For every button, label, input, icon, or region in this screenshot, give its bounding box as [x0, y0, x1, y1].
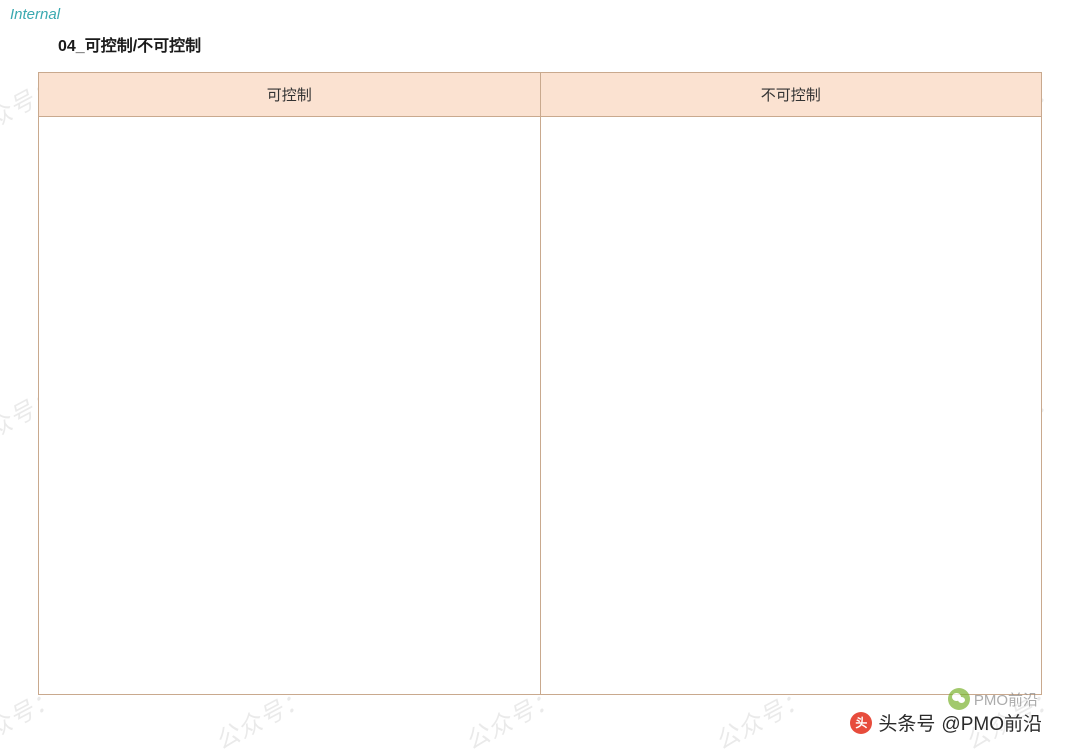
cell-controllable	[39, 117, 541, 695]
internal-label: Internal	[10, 6, 60, 23]
wechat-label: PMO前沿	[974, 689, 1038, 710]
wechat-badge: PMO前沿	[948, 688, 1038, 710]
toutiao-icon: 头	[850, 712, 872, 734]
table-header-row: 可控制 不可控制	[39, 73, 1042, 117]
attribution-prefix: 头条号	[878, 709, 935, 736]
wechat-icon	[948, 688, 970, 710]
attribution-handle: @PMO前沿	[941, 709, 1042, 736]
controllable-table: 可控制 不可控制	[38, 72, 1042, 694]
table-row	[39, 117, 1042, 695]
column-header-controllable: 可控制	[39, 73, 541, 117]
column-header-uncontrollable: 不可控制	[540, 73, 1042, 117]
cell-uncontrollable	[540, 117, 1042, 695]
attribution: 头 头条号 @PMO前沿	[850, 709, 1042, 736]
page-title: 04_可控制/不可控制	[58, 32, 201, 56]
